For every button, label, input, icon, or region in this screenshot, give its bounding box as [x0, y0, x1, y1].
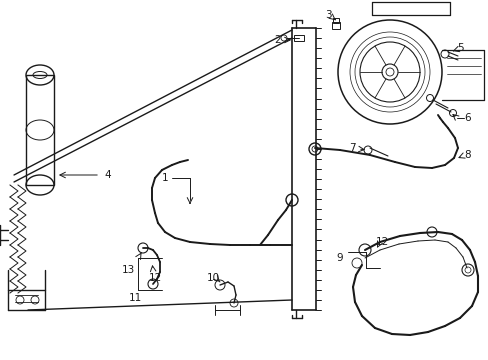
Text: 6: 6 — [464, 113, 470, 123]
Text: 12: 12 — [375, 237, 388, 247]
Text: 2: 2 — [274, 35, 281, 45]
Text: 8: 8 — [464, 150, 470, 160]
Text: 13: 13 — [121, 265, 134, 275]
Text: 10: 10 — [206, 273, 219, 283]
Text: 3: 3 — [324, 10, 331, 20]
Text: 5: 5 — [456, 43, 462, 53]
Text: 11: 11 — [128, 293, 142, 303]
Text: 12: 12 — [148, 273, 162, 283]
Text: 9: 9 — [336, 253, 343, 263]
Text: 4: 4 — [104, 170, 111, 180]
Text: 1: 1 — [162, 173, 168, 183]
Text: 7: 7 — [348, 143, 355, 153]
